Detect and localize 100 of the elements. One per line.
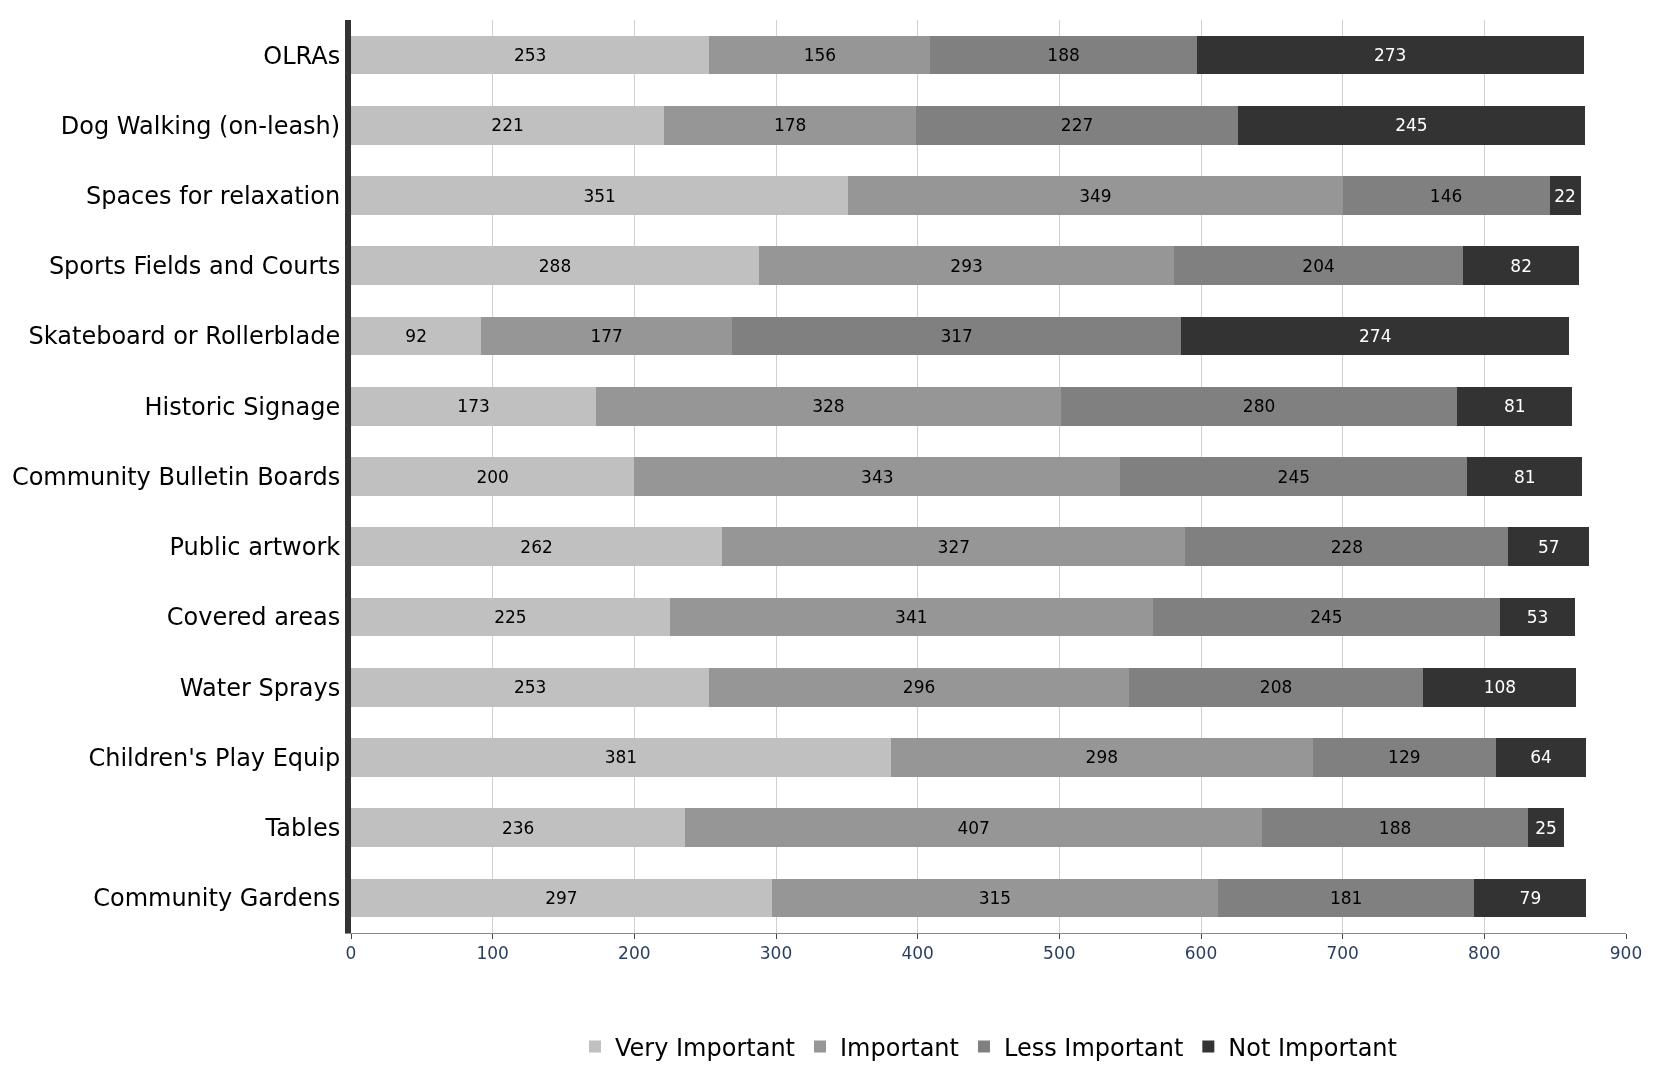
bar bbox=[848, 176, 1343, 215]
bar bbox=[732, 316, 1182, 356]
x-tick-label: 500 bbox=[1043, 943, 1076, 964]
bar bbox=[1342, 176, 1550, 215]
data-label: 108 bbox=[1483, 677, 1517, 698]
data-label: 236 bbox=[501, 817, 535, 838]
data-label: 245 bbox=[1310, 606, 1343, 627]
data-label: 208 bbox=[1259, 677, 1293, 698]
bar bbox=[1463, 246, 1580, 286]
data-label: 228 bbox=[1330, 536, 1364, 557]
y-tick-label: OLRAs bbox=[263, 41, 341, 70]
y-tick-label: Dog Walking (on-leash) bbox=[60, 111, 341, 140]
x-tick-label: 100 bbox=[476, 943, 509, 964]
bar bbox=[351, 176, 849, 215]
y-tick-label: Tables bbox=[264, 814, 341, 843]
data-label: 273 bbox=[1373, 45, 1407, 66]
y-tick-label: Children's Play Equip bbox=[88, 743, 341, 772]
data-label: 280 bbox=[1242, 396, 1276, 417]
y-tick-label: Covered areas bbox=[166, 603, 341, 632]
bar bbox=[1312, 738, 1496, 777]
data-label: 407 bbox=[957, 817, 990, 838]
bar bbox=[771, 878, 1218, 918]
bar bbox=[1508, 527, 1590, 567]
data-label: 296 bbox=[902, 677, 936, 698]
data-label: 381 bbox=[604, 747, 638, 768]
data-label: 262 bbox=[520, 536, 553, 557]
data-label: 81 bbox=[1513, 466, 1536, 487]
legend-label: Less Important bbox=[1003, 1033, 1184, 1062]
bar bbox=[1261, 808, 1529, 847]
bar bbox=[351, 386, 597, 426]
data-label: 204 bbox=[1302, 255, 1335, 276]
bar bbox=[351, 316, 482, 356]
bar bbox=[351, 106, 665, 145]
data-label: 253 bbox=[513, 45, 547, 66]
data-label: 349 bbox=[1079, 185, 1112, 206]
bar bbox=[1218, 878, 1475, 918]
data-label: 146 bbox=[1429, 185, 1463, 206]
bar bbox=[930, 35, 1197, 75]
data-label: 315 bbox=[978, 887, 1012, 908]
bar bbox=[1457, 386, 1573, 426]
bar bbox=[759, 246, 1175, 286]
bar bbox=[1185, 527, 1509, 567]
bar bbox=[351, 878, 772, 918]
data-label: 181 bbox=[1329, 887, 1363, 908]
bar bbox=[351, 246, 759, 286]
data-label: 317 bbox=[940, 326, 973, 347]
y-tick-label: Sports Fields and Courts bbox=[48, 252, 341, 281]
data-label: 79 bbox=[1519, 887, 1542, 908]
bar bbox=[916, 106, 1238, 145]
legend-label: Very Important bbox=[615, 1033, 795, 1062]
data-label: 82 bbox=[1510, 255, 1532, 276]
legend-label: Not Important bbox=[1228, 1033, 1397, 1062]
data-label: 328 bbox=[812, 396, 845, 417]
bar bbox=[709, 667, 1129, 707]
bar bbox=[1120, 457, 1468, 496]
data-label: 200 bbox=[476, 466, 509, 487]
data-label: 288 bbox=[538, 255, 572, 276]
bar bbox=[1237, 106, 1585, 145]
data-label: 129 bbox=[1388, 747, 1421, 768]
x-tick-label: 600 bbox=[1184, 943, 1218, 964]
data-label: 53 bbox=[1526, 606, 1549, 627]
data-label: 293 bbox=[950, 255, 983, 276]
data-label: 177 bbox=[590, 326, 623, 347]
y-tick-label: Community Gardens bbox=[93, 884, 341, 913]
data-label: 297 bbox=[545, 887, 578, 908]
x-tick-label: 300 bbox=[759, 943, 793, 964]
y-tick-label: Water Sprays bbox=[179, 673, 341, 702]
data-label: 22 bbox=[1554, 185, 1576, 206]
bar bbox=[1499, 597, 1575, 637]
y-tick-label: Historic Signage bbox=[144, 392, 341, 421]
data-label: 188 bbox=[1378, 817, 1412, 838]
data-label: 351 bbox=[583, 185, 616, 206]
data-label: 156 bbox=[803, 45, 837, 66]
data-label: 221 bbox=[491, 115, 524, 136]
bar bbox=[685, 808, 1262, 847]
bar bbox=[890, 738, 1313, 777]
bar bbox=[1152, 597, 1500, 637]
bar bbox=[481, 316, 733, 356]
bar bbox=[1495, 738, 1587, 777]
data-label: 245 bbox=[1277, 466, 1311, 487]
bar bbox=[351, 667, 710, 707]
bar bbox=[351, 457, 635, 496]
bar bbox=[709, 35, 931, 75]
data-label: 225 bbox=[494, 606, 527, 627]
x-tick-label: 900 bbox=[1609, 943, 1643, 964]
data-label: 341 bbox=[895, 606, 928, 627]
bar bbox=[1181, 316, 1570, 356]
bar bbox=[351, 738, 891, 777]
bar bbox=[669, 597, 1153, 637]
bar bbox=[351, 808, 686, 847]
legend-label: Important bbox=[840, 1033, 959, 1062]
data-label: 227 bbox=[1060, 115, 1094, 136]
bar bbox=[351, 35, 710, 75]
x-tick-label: 0 bbox=[345, 943, 357, 964]
bar bbox=[634, 457, 1121, 496]
y-tick-label: Community Bulletin Boards bbox=[11, 462, 341, 491]
data-label: 92 bbox=[405, 326, 427, 347]
data-label: 245 bbox=[1395, 115, 1428, 136]
x-tick-label: 700 bbox=[1326, 943, 1359, 964]
x-tick-label: 200 bbox=[618, 943, 651, 964]
